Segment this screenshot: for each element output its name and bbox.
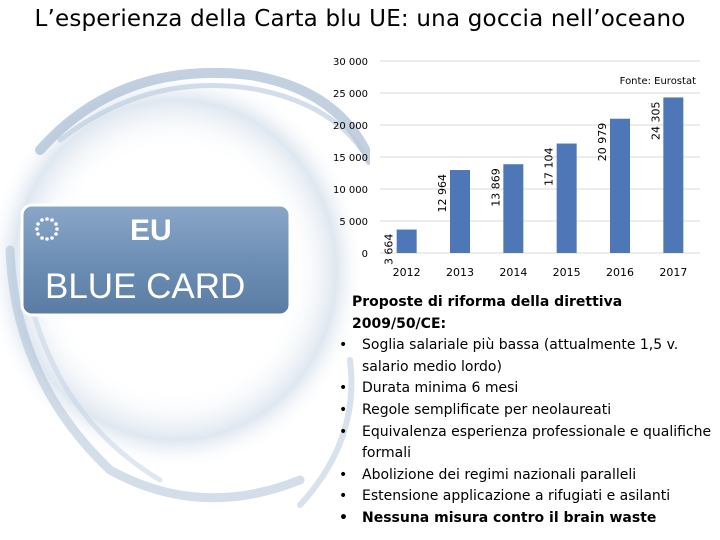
x-axis-ticks: 2012 2013 2014 2015 2016 2017 xyxy=(393,266,688,279)
bullet-icon: • xyxy=(339,380,348,397)
reform-item: • Nessuna misura contro il brain waste xyxy=(335,508,715,530)
bar-2015 xyxy=(556,143,577,253)
bar-2014 xyxy=(503,164,524,253)
blue-card: EU BLUE CARD xyxy=(20,203,292,317)
reform-item-text: Soglia salariale più bassa (attualmente … xyxy=(362,337,679,375)
reform-item-text: Abolizione dei regimi nazionali parallel… xyxy=(362,466,637,483)
bullet-icon: • xyxy=(339,509,348,526)
reform-item: • Estensione applicazione a rifugiati e a… xyxy=(335,486,715,508)
reform-item-text: Estensione applicazione a rifugiati e as… xyxy=(362,488,671,505)
bar-value-label: 12 964 xyxy=(436,174,449,213)
chart-source: Fonte: Eurostat xyxy=(620,76,696,87)
card-line-eu: EU xyxy=(130,214,172,247)
bar-value-label: 20 979 xyxy=(596,123,609,162)
y-tick-label: 30 000 xyxy=(333,57,368,68)
reform-item: • Regole semplificate per neolaureati xyxy=(335,400,715,422)
bullet-icon: • xyxy=(339,401,348,418)
card-line-blue-card: BLUE CARD xyxy=(45,267,245,306)
bar-value-label: 13 869 xyxy=(489,168,502,207)
bar-2017 xyxy=(663,97,684,253)
bar-2016 xyxy=(610,118,630,253)
bullet-icon: • xyxy=(339,466,348,483)
bar-value-label: 24 305 xyxy=(649,101,662,140)
blue-card-illustration: EU BLUE CARD xyxy=(0,40,370,520)
x-tick-label: 2014 xyxy=(499,266,527,279)
x-tick-label: 2015 xyxy=(553,266,581,279)
reform-item-text: Equivalenza esperienza professionale e q… xyxy=(362,423,712,462)
x-tick-label: 2017 xyxy=(659,266,687,279)
reform-item: • Soglia salariale più bassa (attualmente… xyxy=(335,335,715,378)
reform-proposals: Proposte di riforma della direttiva 2009… xyxy=(335,292,715,530)
y-tick-label: 15 000 xyxy=(333,153,368,164)
reform-item: • Abolizione dei regimi nazionali paralle… xyxy=(335,465,715,487)
y-tick-label: 0 xyxy=(362,249,368,260)
x-tick-label: 2013 xyxy=(446,266,474,279)
reform-item: • Equivalenza esperienza professionale e … xyxy=(335,422,715,465)
y-tick-label: 25 000 xyxy=(333,89,368,100)
bullet-icon: • xyxy=(339,488,348,505)
bar-value-label: 17 104 xyxy=(543,148,556,187)
y-tick-label: 10 000 xyxy=(333,185,368,196)
slide-title: L’esperienza della Carta blu UE: una goc… xyxy=(34,6,686,32)
reform-item-text: Nessuna misura contro il brain waste xyxy=(362,509,657,526)
bar-2013 xyxy=(450,170,470,253)
reform-item: • Durata minima 6 mesi xyxy=(335,378,715,400)
reform-item-text: Regole semplificate per neolaureati xyxy=(362,401,612,418)
x-tick-label: 2016 xyxy=(606,266,634,279)
reform-item-text: Durata minima 6 mesi xyxy=(362,380,519,397)
x-tick-label: 2012 xyxy=(393,266,421,279)
gridlines xyxy=(380,60,700,254)
bar-value-label: 3 664 xyxy=(383,234,396,266)
bar-2012 xyxy=(396,229,417,253)
reform-list: • Soglia salariale più bassa (attualmente… xyxy=(335,335,715,529)
y-tick-label: 5 000 xyxy=(339,217,368,228)
y-axis-ticks: 0 5 000 10 000 15 000 20 000 25 000 30 000 xyxy=(333,57,368,260)
eu-stars-icon xyxy=(35,217,59,241)
reform-title: Proposte di riforma della direttiva 2009… xyxy=(352,294,623,332)
bullet-icon: • xyxy=(339,337,348,354)
bars: 3 664 12 964 13 869 17 104 20 979 24 305 xyxy=(383,97,684,265)
bullet-icon: • xyxy=(339,423,348,440)
y-tick-label: 20 000 xyxy=(333,121,368,132)
